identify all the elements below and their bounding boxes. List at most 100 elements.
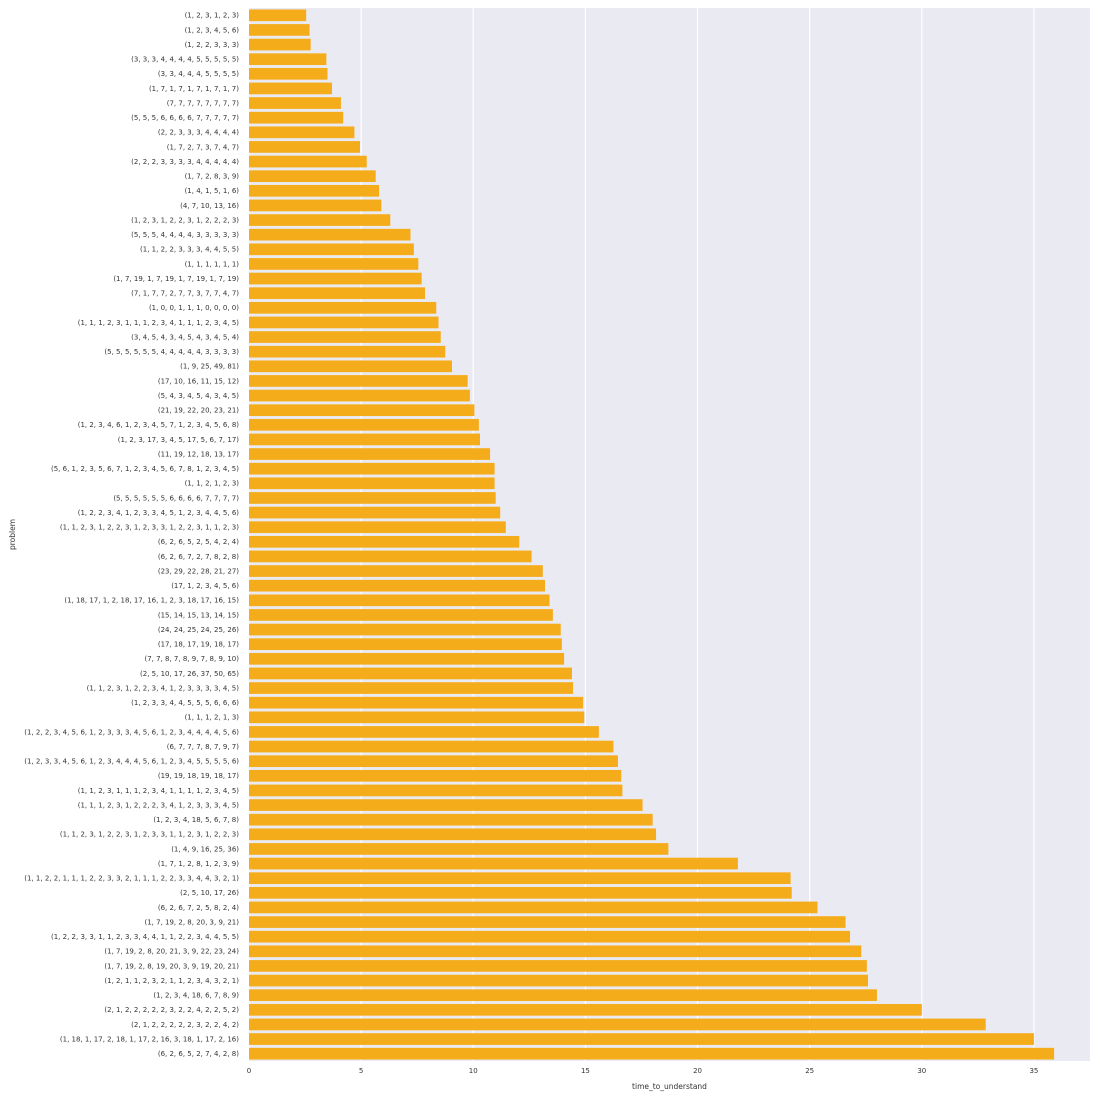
y-tick-label: (5, 6, 1, 2, 3, 5, 6, 7, 1, 2, 3, 4, 5, … (51, 465, 239, 473)
y-tick-label: (1, 2, 3, 4, 18, 5, 6, 7, 8) (153, 816, 239, 824)
y-tick-label: (1, 2, 3, 1, 2, 3) (185, 12, 240, 20)
x-tick-label: 20 (693, 1067, 702, 1075)
bar (249, 184, 380, 197)
bar (249, 82, 332, 95)
y-tick-label: (1, 2, 3, 17, 3, 4, 5, 17, 5, 6, 7, 17) (118, 436, 239, 444)
bar (249, 9, 307, 22)
bar (249, 448, 491, 460)
y-tick-label: (1, 1, 2, 3, 1, 2, 2, 3, 1, 2, 3, 3, 1, … (60, 524, 239, 532)
bar (249, 38, 311, 51)
bar (249, 375, 468, 387)
y-tick-label: (11, 19, 12, 18, 13, 17) (158, 450, 239, 458)
x-axis-label: time_to_understand (632, 1082, 707, 1091)
y-tick-label: (1, 4, 1, 5, 1, 6) (185, 187, 240, 195)
bar (249, 579, 546, 592)
y-tick-label: (6, 2, 6, 7, 2, 7, 8, 2, 8) (158, 553, 239, 561)
bar (249, 901, 818, 914)
bar (249, 623, 561, 636)
y-tick-label: (2, 2, 3, 3, 3, 4, 4, 4, 4) (158, 129, 239, 137)
bar (249, 930, 851, 943)
bar (249, 199, 382, 212)
y-tick-label: (1, 1, 1, 2, 3, 1, 1, 1, 2, 3, 4, 1, 1, … (78, 319, 240, 327)
gridlines (248, 8, 1035, 1061)
bar (249, 565, 543, 577)
bar (249, 301, 437, 314)
y-tick-label: (5, 4, 3, 4, 5, 4, 3, 4, 5) (158, 392, 239, 400)
y-tick-label: (1, 4, 9, 16, 25, 36) (171, 845, 239, 853)
bar (249, 535, 520, 548)
x-tick-label: 30 (917, 1067, 926, 1075)
bar (249, 155, 367, 168)
bar (249, 828, 657, 841)
bar (249, 111, 344, 124)
y-tick-label: (1, 2, 3, 4, 6, 1, 2, 3, 4, 5, 7, 1, 2, … (78, 421, 240, 429)
y-tick-labels: (1, 2, 3, 1, 2, 3) (1, 2, 3, 4, 5, 6) (1, … (24, 12, 239, 1058)
bar (249, 638, 562, 651)
y-tick-label: (3, 4, 5, 4, 3, 4, 5, 4, 3, 4, 5, 4) (131, 333, 239, 341)
y-tick-label: (1, 1, 1, 2, 1, 3) (185, 714, 240, 722)
x-tick-labels: 0 5 10 15 20 25 30 35 (247, 1067, 1039, 1075)
bar (249, 652, 565, 665)
y-tick-label: (24, 24, 25, 24, 25, 26) (158, 626, 239, 634)
x-tick-label: 0 (247, 1067, 251, 1075)
bar (249, 711, 585, 724)
bar (249, 667, 572, 680)
y-tick-label: (6, 2, 6, 5, 2, 7, 4, 2, 8) (158, 1050, 239, 1058)
bar (249, 945, 862, 958)
y-tick-label: (1, 2, 3, 4, 5, 6) (185, 26, 240, 34)
y-tick-label: (1, 2, 2, 3, 4, 1, 2, 3, 3, 4, 5, 1, 2, … (78, 509, 240, 517)
bar (249, 258, 419, 270)
y-tick-label: (7, 7, 8, 7, 8, 9, 7, 8, 9, 10) (144, 655, 239, 663)
y-tick-label: (1, 9, 25, 49, 81) (180, 363, 239, 371)
y-tick-label: (5, 5, 5, 5, 5, 5, 6, 6, 6, 6, 7, 7, 7, … (113, 494, 239, 502)
bar (249, 214, 391, 226)
y-tick-label: (1, 7, 19, 1, 7, 19, 1, 7, 19, 1, 7, 19) (113, 275, 239, 283)
y-tick-label: (3, 3, 3, 4, 4, 4, 4, 5, 5, 5, 5, 5) (131, 56, 239, 64)
y-tick-label: (2, 1, 2, 2, 2, 2, 2, 3, 2, 2, 4, 2) (131, 1021, 239, 1029)
y-tick-label: (6, 2, 6, 7, 2, 5, 8, 2, 4) (158, 904, 239, 912)
bar (249, 477, 495, 490)
y-tick-label: (1, 1, 2, 3, 1, 1, 1, 2, 3, 4, 1, 1, 1, … (78, 787, 240, 795)
y-tick-label: (1, 2, 2, 3, 3, 3) (185, 41, 240, 49)
y-tick-label: (17, 18, 17, 19, 18, 17) (158, 641, 239, 649)
y-tick-label: (21, 19, 22, 20, 23, 21) (158, 407, 239, 415)
bar (249, 974, 868, 987)
y-tick-label: (1, 1, 2, 1, 2, 3) (185, 480, 240, 488)
y-tick-label: (1, 2, 3, 1, 2, 2, 3, 1, 2, 2, 2, 3) (131, 216, 239, 224)
y-tick-label: (1, 1, 1, 1, 1, 1) (185, 260, 240, 268)
y-tick-label: (4, 7, 10, 13, 16) (180, 202, 239, 210)
bar (249, 769, 622, 782)
y-tick-label: (1, 18, 1, 17, 2, 18, 1, 17, 2, 16, 3, 1… (60, 1035, 239, 1043)
bar (249, 989, 877, 1002)
bar (249, 886, 792, 899)
bar (249, 872, 791, 885)
y-tick-label: (7, 7, 7, 7, 7, 7, 7, 7) (167, 99, 240, 107)
y-tick-label: (2, 5, 10, 17, 26, 37, 50, 65) (140, 670, 239, 678)
y-tick-label: (1, 7, 19, 2, 8, 20, 21, 3, 9, 22, 23, 2… (104, 948, 239, 956)
bar (249, 755, 618, 768)
bar (249, 1033, 1034, 1045)
x-tick-label: 25 (805, 1067, 814, 1075)
bar (249, 521, 506, 534)
bar (249, 550, 532, 563)
y-axis-label: problem (8, 519, 17, 550)
bar (249, 418, 479, 431)
y-tick-label: (5, 5, 5, 6, 6, 6, 6, 7, 7, 7, 7, 7) (131, 114, 239, 122)
bar (249, 331, 441, 343)
bar (249, 740, 614, 753)
bar (249, 1018, 986, 1031)
y-tick-label: (1, 0, 0, 1, 1, 1, 0, 0, 0, 0) (149, 304, 239, 312)
y-tick-label: (17, 10, 16, 11, 15, 12) (158, 377, 239, 385)
y-tick-label: (1, 1, 2, 3, 1, 2, 2, 3, 4, 1, 2, 3, 3, … (87, 684, 240, 692)
x-tick-label: 15 (581, 1067, 590, 1075)
y-tick-label: (1, 18, 17, 1, 2, 18, 17, 16, 1, 2, 3, 1… (64, 597, 239, 605)
y-tick-label: (6, 7, 7, 7, 8, 7, 9, 7) (167, 743, 240, 751)
bar (249, 813, 653, 826)
bar (249, 433, 480, 446)
bar (249, 843, 669, 855)
bar (249, 243, 414, 256)
bar (249, 67, 328, 80)
bar (249, 170, 376, 183)
bar (249, 1003, 922, 1016)
